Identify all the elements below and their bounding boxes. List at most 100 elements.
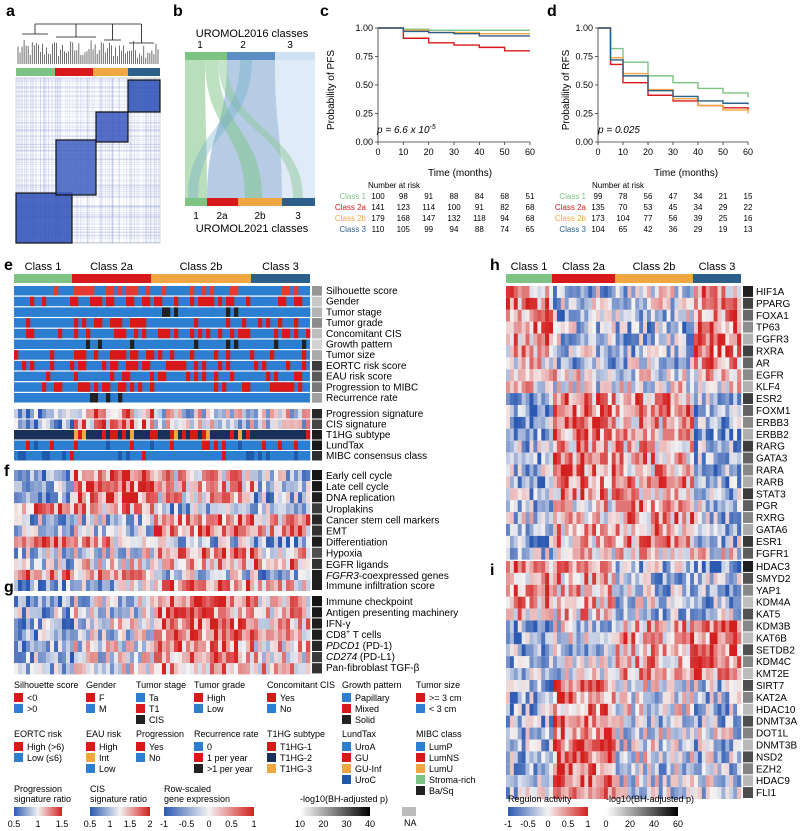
regulon-cell — [717, 464, 722, 477]
epigenetic-cell — [701, 561, 707, 573]
immune-cell — [262, 607, 267, 619]
immune-cell — [158, 596, 163, 608]
epigenetic-cell — [650, 620, 656, 633]
epigenetic-cell — [600, 572, 605, 585]
signature-cell — [282, 451, 287, 461]
pathway-cell — [190, 514, 195, 526]
risk-count: 19 — [719, 225, 728, 234]
regulon-cell — [682, 535, 687, 548]
track-cell — [50, 350, 55, 360]
epigenetic-cell — [666, 572, 671, 585]
pathway-cell — [182, 503, 187, 515]
signature-cell — [306, 409, 311, 419]
epigenetic-cell — [576, 703, 581, 716]
epigenetic-cell — [717, 620, 722, 633]
pathway-cell — [254, 547, 259, 559]
signature-cell — [226, 430, 231, 440]
immune-score-cell — [22, 580, 27, 591]
epigenetic-cell — [560, 620, 566, 633]
immune-cell — [226, 607, 231, 619]
pathway-cell — [142, 481, 147, 493]
regulon-cell — [647, 476, 652, 489]
epigenetic-cell — [635, 680, 640, 692]
pathway-cell — [170, 536, 175, 548]
signature-cell — [70, 430, 75, 440]
signature-cell — [138, 451, 143, 461]
pathway-cell — [110, 547, 115, 559]
regulon-cell — [517, 464, 522, 477]
pathway-cell — [62, 470, 67, 482]
track-cell — [274, 382, 279, 392]
immune-cell — [214, 640, 219, 652]
pathway-cell — [246, 547, 251, 559]
signature-cell — [290, 430, 295, 440]
regulon-cell — [537, 547, 542, 560]
epigenetic-cell — [690, 739, 695, 752]
epigenetic-cell — [721, 715, 726, 728]
pathway-cell — [218, 547, 223, 559]
track-cell — [94, 350, 99, 360]
immune-cell — [110, 607, 115, 619]
pathway-cell — [226, 536, 231, 548]
signature-cell — [134, 430, 139, 440]
track-cell — [106, 307, 111, 317]
epigenetic-cell — [639, 727, 644, 740]
signature-cell — [34, 430, 39, 440]
pathway-cell — [90, 492, 95, 504]
regulon-cell — [509, 393, 515, 405]
epigenetic-cell — [713, 715, 718, 728]
signature-cell — [22, 430, 27, 440]
epigenetic-cell — [580, 608, 585, 621]
epigenetic-cell — [717, 668, 722, 680]
track-cell — [74, 371, 79, 382]
regulon-cell — [603, 488, 609, 501]
regulon-cell — [525, 535, 530, 548]
immune-cell — [238, 629, 243, 641]
pathway-cell — [210, 569, 215, 581]
signature-cell — [130, 430, 135, 440]
epigenetic-cell — [556, 715, 562, 728]
immune-score-cell — [90, 580, 95, 591]
immune-cell — [86, 596, 91, 608]
immune-cell — [234, 663, 239, 675]
epigenetic-cell — [733, 632, 738, 645]
panel-letter-c: c — [320, 3, 329, 20]
pathway-cell — [114, 569, 119, 581]
epigenetic-cell — [690, 703, 695, 716]
epigenetic-cell — [596, 739, 601, 752]
immune-cell — [102, 640, 107, 652]
track-cell — [290, 371, 295, 382]
signature-cell — [154, 430, 159, 440]
regulon-cell — [733, 405, 738, 417]
signature-cell — [62, 430, 67, 440]
pathway-cell — [202, 514, 207, 526]
immune-cell — [54, 640, 59, 652]
pathway-cell — [126, 481, 131, 493]
epigenetic-cell — [545, 715, 550, 728]
regulon-cell — [545, 381, 550, 394]
pathway-cell — [294, 569, 299, 581]
signature-cell — [130, 440, 135, 450]
epigenetic-cell — [690, 644, 695, 657]
consensus-matrix — [15, 77, 161, 244]
epigenetic-cell — [541, 703, 546, 716]
pathway-cell — [70, 525, 75, 537]
regulon-cell — [647, 524, 652, 536]
epigenetic-cell — [588, 739, 593, 752]
immune-cell — [94, 652, 99, 664]
epigenetic-cell — [506, 763, 511, 776]
epigenetic-cell — [647, 751, 652, 764]
track-cell — [222, 382, 227, 392]
regulon-cell — [568, 405, 573, 417]
epigenetic-cell — [529, 691, 534, 704]
regulon-cell — [737, 405, 742, 417]
regulon-cell — [690, 488, 695, 501]
epigenetic-cell — [560, 715, 566, 728]
epigenetic-cell — [697, 727, 703, 740]
clinical-track-label: Gender — [326, 297, 360, 308]
immune-cell — [286, 663, 291, 675]
regulon-cell — [627, 321, 632, 334]
track-cell — [86, 328, 91, 339]
epigenetic-cell — [647, 632, 652, 645]
track-cell — [230, 296, 235, 307]
